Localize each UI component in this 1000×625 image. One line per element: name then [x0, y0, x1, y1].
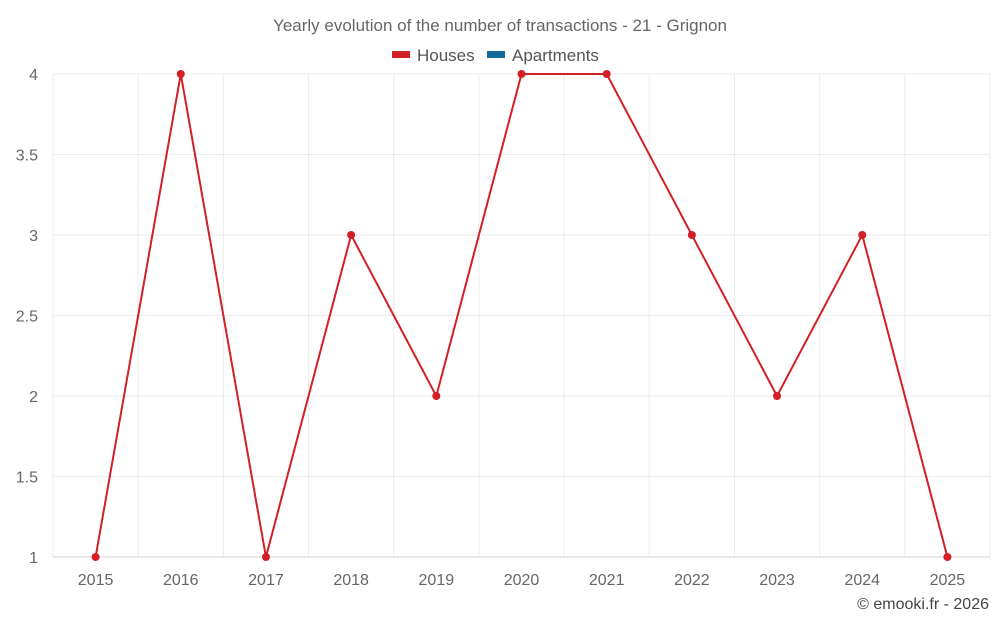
- x-tick-label: 2018: [333, 572, 369, 589]
- y-axis-ticks: 1 1.5 2 2.5 3 3.5 4: [16, 67, 38, 567]
- data-point-houses[interactable]: [858, 231, 867, 239]
- data-point-houses[interactable]: [687, 231, 696, 239]
- y-tick-label: 2.5: [16, 309, 38, 326]
- x-axis-ticks: 2015 2016 2017 2018 2019 2020 2021 2022 2023 2024…: [78, 572, 966, 589]
- legend: Houses Apartments: [392, 46, 599, 65]
- x-tick-label: 2017: [248, 572, 284, 589]
- y-tick-label: 1: [29, 550, 38, 567]
- legend-label-houses: Houses: [417, 46, 475, 65]
- legend-swatch-apartments: [487, 51, 505, 58]
- data-point-houses[interactable]: [176, 70, 185, 78]
- y-tick-label: 2: [29, 389, 38, 406]
- x-tick-label: 2023: [759, 572, 795, 589]
- legend-item-houses[interactable]: Houses: [392, 46, 475, 65]
- y-tick-label: 3: [29, 228, 38, 245]
- legend-item-apartments[interactable]: Apartments: [487, 46, 599, 65]
- credit-text: © emooki.fr - 2026: [857, 596, 989, 613]
- grid: [52, 73, 991, 558]
- x-tick-label: 2024: [844, 572, 880, 589]
- data-point-houses[interactable]: [432, 392, 441, 400]
- data-point-houses[interactable]: [347, 231, 356, 239]
- legend-label-apartments: Apartments: [512, 46, 599, 65]
- y-tick-label: 1.5: [16, 470, 38, 487]
- x-tick-label: 2025: [930, 572, 966, 589]
- data-point-houses[interactable]: [943, 553, 952, 561]
- data-point-houses[interactable]: [261, 553, 270, 561]
- data-point-houses[interactable]: [91, 553, 100, 561]
- x-tick-label: 2021: [589, 572, 625, 589]
- x-tick-label: 2022: [674, 572, 710, 589]
- series-houses: [91, 70, 952, 561]
- x-tick-label: 2015: [78, 572, 114, 589]
- data-point-houses[interactable]: [773, 392, 782, 400]
- x-tick-label: 2019: [419, 572, 455, 589]
- data-point-houses[interactable]: [602, 70, 611, 78]
- chart-title: Yearly evolution of the number of transa…: [273, 16, 727, 35]
- legend-swatch-houses: [392, 51, 410, 58]
- x-tick-label: 2020: [504, 572, 540, 589]
- y-tick-label: 4: [29, 67, 38, 84]
- data-point-houses[interactable]: [517, 70, 526, 78]
- x-tick-label: 2016: [163, 572, 199, 589]
- y-tick-label: 3.5: [16, 148, 38, 165]
